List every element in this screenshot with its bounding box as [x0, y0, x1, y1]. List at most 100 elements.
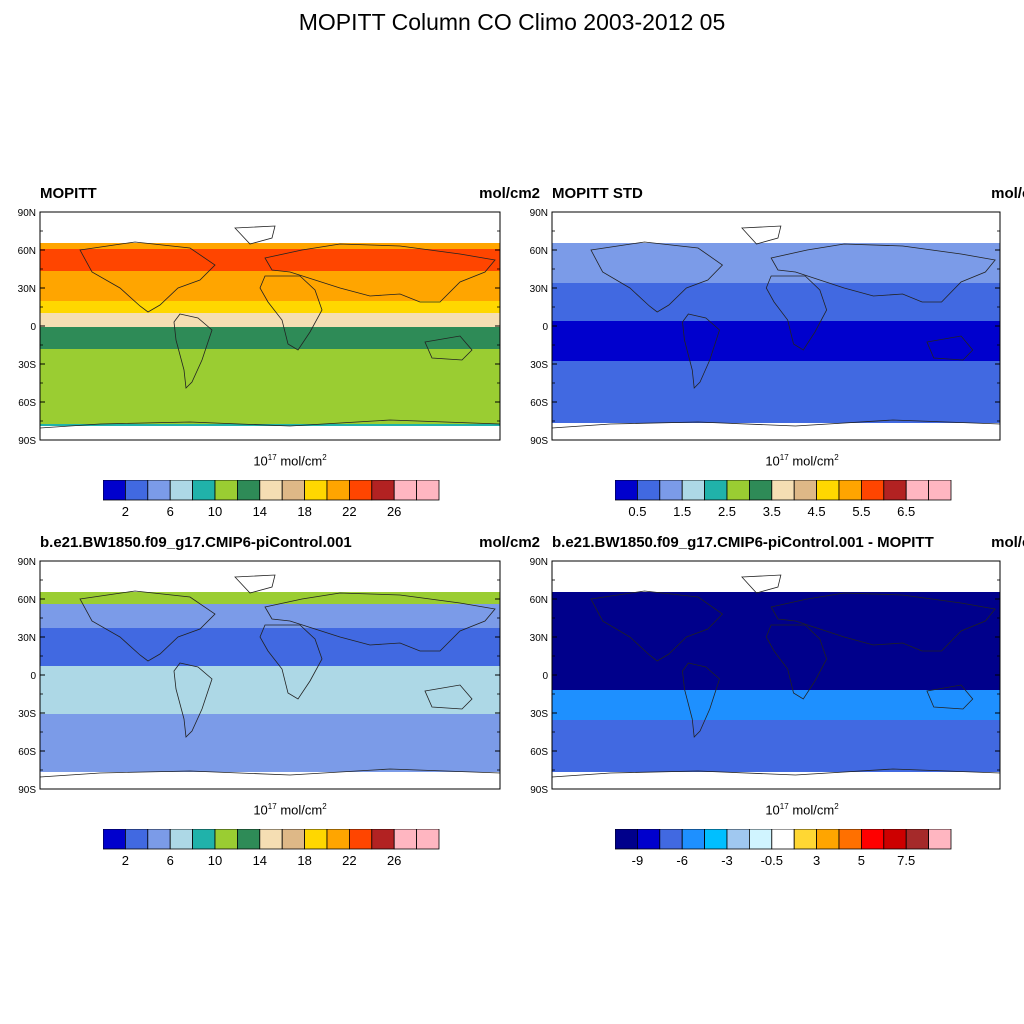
colorbar-swatch [704, 829, 728, 850]
coastlines [39, 574, 501, 778]
colorbar-tick-label: -0.5 [761, 853, 783, 868]
colorbar-tick-label: 2 [122, 853, 129, 868]
coastline [39, 768, 501, 778]
lat-tick-label: 90N [530, 208, 548, 219]
colorbar-tick-label: -9 [632, 853, 644, 868]
coastline [741, 574, 782, 594]
colorbar-swatch [883, 480, 907, 501]
colorbar-tick-label: 18 [297, 853, 311, 868]
coastline [682, 313, 720, 389]
colorbar-tick-label: 5 [858, 853, 865, 868]
map-plot: 90N 60N 30N 0 30S 60S 90S [18, 208, 501, 447]
colorbar-swatch [371, 480, 395, 501]
colorbar-swatch [124, 480, 149, 501]
colorbar-tick-label: 18 [297, 504, 311, 519]
colorbar-swatch [816, 480, 840, 501]
coastline [770, 243, 996, 303]
lat-tick-label: 90S [530, 436, 548, 447]
colorbar-swatch [771, 829, 795, 850]
coastline [765, 624, 828, 700]
coastlines [551, 225, 1001, 429]
colorbar-swatch [748, 480, 773, 501]
colorbar-units: 1017 mol/cm2 [765, 453, 839, 469]
colorbar-swatch [860, 829, 885, 850]
colorbar-swatch [147, 829, 171, 850]
lat-tick-label: 60N [18, 246, 36, 257]
map-plot: 90N 60N 30N 0 30S 60S 90S [18, 557, 501, 796]
colorbar-swatch [748, 829, 773, 850]
colorbar-swatch [416, 480, 440, 501]
colorbar-swatch [615, 480, 638, 501]
panel-units-label: mol/cm2 [479, 534, 540, 551]
colorbar-swatch [636, 480, 661, 501]
lat-tick-label: 30N [530, 284, 548, 295]
lat-tick-label: 30N [18, 284, 36, 295]
lat-tick-label: 90S [530, 785, 548, 796]
lat-tick-label: 60N [530, 246, 548, 257]
lat-tick-label: 60S [530, 747, 548, 758]
colorbar-swatch [681, 829, 705, 850]
colorbar-tick-label: 2 [122, 504, 129, 519]
panel-model: b.e21.BW1850.f09_g17.CMIP6-piControl.001… [18, 534, 540, 868]
colorbar-units: 1017 mol/cm2 [765, 802, 839, 818]
colorbar-tick-label: 6.5 [897, 504, 915, 519]
coastline [79, 241, 216, 313]
colorbar: -9 -6 -3 -0.5 3 5 7.5 [615, 829, 952, 868]
colorbar-swatch [371, 829, 395, 850]
panel-title: MOPITT [40, 185, 97, 202]
coastline [173, 662, 213, 738]
colorbar-tick-label: 4.5 [808, 504, 826, 519]
colorbar-tick-label: 14 [253, 504, 267, 519]
lat-tick-label: 0 [30, 671, 36, 682]
colorbar-swatch [838, 480, 862, 501]
colorbar-swatch [192, 829, 216, 850]
colorbar-swatch [281, 829, 305, 850]
coastline [926, 684, 974, 710]
colorbar-swatch [103, 480, 126, 501]
lat-tick-label: 0 [542, 322, 548, 333]
colorbar-swatch [838, 829, 862, 850]
colorbar-units: 1017 mol/cm2 [253, 453, 327, 469]
coastline [590, 590, 724, 662]
panel-difference: b.e21.BW1850.f09_g17.CMIP6-piControl.001… [530, 534, 1024, 868]
figure-title: MOPITT Column CO Climo 2003-2012 05 [298, 9, 726, 35]
colorbar-tick-label: 10 [208, 853, 222, 868]
lat-tick-label: 60S [18, 398, 36, 409]
panel-units-label: mol/cm2 [479, 185, 540, 202]
colorbar-swatch [103, 829, 126, 850]
colorbar-swatch [928, 829, 952, 850]
map-plot: 90N 60N 30N 0 30S 60S 90S [530, 557, 1001, 796]
lat-tick-label: 90N [18, 557, 36, 568]
lat-tick-label: 30N [18, 633, 36, 644]
coastline [39, 419, 501, 429]
colorbar-swatch [793, 829, 817, 850]
colorbar-swatch [771, 480, 795, 501]
coastline [79, 590, 216, 662]
colorbar-tick-label: 10 [208, 504, 222, 519]
lat-tick-label: 30S [530, 360, 548, 371]
colorbar-swatch [636, 829, 661, 850]
map-plot: 90N 60N 30N 0 30S 60S 90S [530, 208, 1001, 447]
panel-mopitt: MOPITT mol/cm2 90N 60N 30N 0 30S 60S 90S 1017 … [18, 185, 540, 519]
coastlines [551, 574, 1001, 778]
coastline [682, 662, 720, 738]
colorbar-swatch [659, 829, 683, 850]
colorbar-tick-label: 26 [387, 504, 401, 519]
lat-tick-label: 30S [18, 709, 36, 720]
colorbar-tick-label: 26 [387, 853, 401, 868]
panel-title: b.e21.BW1850.f09_g17.CMIP6-piControl.001… [552, 534, 934, 551]
colorbar-swatch [236, 480, 261, 501]
colorbar-swatch [659, 480, 683, 501]
coastline [424, 684, 473, 710]
colorbar-tick-label: 5.5 [852, 504, 870, 519]
panel-units-label: mol/cm2 [991, 185, 1024, 202]
colorbar-tick-label: 7.5 [897, 853, 915, 868]
colorbar-swatch [416, 829, 440, 850]
lat-tick-label: 60N [530, 595, 548, 606]
colorbar-swatch [304, 829, 328, 850]
lat-tick-label: 0 [542, 671, 548, 682]
colorbar-swatch [259, 829, 283, 850]
colorbar-swatch [905, 829, 930, 850]
colorbar-swatch [860, 480, 885, 501]
colorbar-units: 1017 mol/cm2 [253, 802, 327, 818]
